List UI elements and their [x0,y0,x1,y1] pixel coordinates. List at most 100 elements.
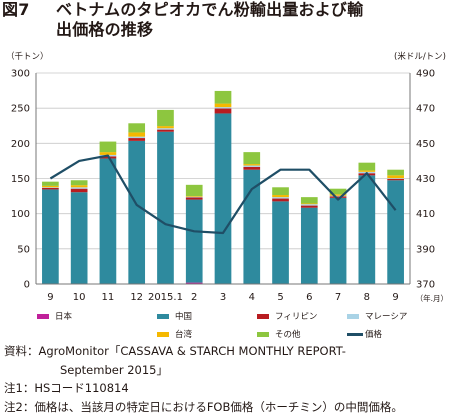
bar-segment [157,128,174,130]
right-tick-label: 430 [416,174,435,185]
x-tick-label: 5 [277,292,283,303]
legend-label: 中国 [175,312,193,322]
legend-swatch [257,314,269,319]
bar-segment [128,123,146,133]
x-axis-unit: （年.月） [416,293,448,303]
x-tick-label: 9 [392,292,398,303]
right-tick-label: 410 [416,209,435,220]
bar-segment [272,198,289,202]
legend-label: マレーシア [365,312,408,322]
left-tick-label: 300 [11,69,30,80]
bar-segment [157,109,174,127]
bar-segment [272,195,289,198]
bar-segment [300,207,318,284]
bar-segment [214,108,232,114]
bar-segment [185,197,203,200]
bar-segment [128,138,146,141]
legend-swatch [347,333,363,336]
figure-number: 図7 [2,0,30,19]
bar-segment [70,188,88,193]
legend-label: その他 [275,330,301,340]
x-tick-label: 10 [73,292,86,303]
x-tick-label: 8 [364,292,370,303]
legend-swatch [347,314,359,319]
bar-segment [157,129,174,132]
x-tick-label: 7 [335,292,341,303]
bar-segment [329,196,347,198]
bar-segment [214,90,232,104]
bar-segment [300,204,318,206]
bar-segment [358,175,376,284]
left-axis-unit: （千トン） [6,51,49,62]
legend-label: 台湾 [175,330,193,340]
bar-segment [128,132,146,137]
bar-segment [329,195,347,197]
bar-segment [42,185,59,188]
source-line1: 資料：AgroMonitor「CASSAVA & STARCH MONTHLY … [4,344,346,358]
figure-title-line2: 出価格の推移 [56,20,154,39]
bar-segment [329,197,347,284]
bar-segment [99,141,117,153]
left-tick-label: 50 [17,244,30,255]
bar-segment [42,187,59,190]
bar-segment [387,178,404,181]
legend-swatch [157,314,169,319]
bar-segment [214,103,232,108]
x-tick-label: 2 [191,292,197,303]
note-2: 注2：価格は、当該月の特定日におけるFOB価格（ホーチミン）の中間価格。 [4,399,403,414]
bar-segment [300,205,318,208]
bar-segment [329,188,347,195]
right-tick-label: 370 [416,280,435,291]
right-tick-label: 390 [416,244,435,255]
bar-segment [243,169,261,284]
bar-segment [42,189,59,284]
bar-segment [70,185,88,188]
bar-segment [387,169,404,176]
bar-segment [99,158,117,284]
x-tick-label: 3 [220,292,226,303]
bar-segment [42,181,59,186]
bar-segment [387,180,404,284]
bar-segment [214,113,232,284]
left-tick-label: 100 [11,209,30,220]
bar-segment [99,152,117,155]
bar-segment [243,152,261,165]
bar-segment [387,175,404,179]
bar-segment [329,194,347,196]
bar-segment [272,187,289,196]
right-tick-label: 490 [416,69,435,80]
x-tick-label: 12 [130,292,143,303]
bar-segment [300,197,318,204]
source-line2: September 2015」 [60,362,168,377]
bar-segment [42,187,59,188]
bar-segment [185,282,203,284]
left-tick-label: 150 [11,174,30,185]
x-tick-label: 4 [249,292,255,303]
bar-segment [128,136,146,139]
bar-segment [272,197,289,199]
bar-segment [243,166,261,170]
legend-swatch [157,332,169,337]
bar-segment [272,201,289,284]
bar-segment [243,164,261,166]
left-tick-label: 200 [11,139,30,150]
bar-segment [185,199,203,283]
x-tick-label: 11 [102,292,115,303]
legend-label: フィリピン [275,312,318,322]
bar-segment [185,196,203,198]
left-tick-label: 0 [24,280,30,291]
figure-title: 図7 ベトナムのタピオカでん粉輸出量および輸 出価格の推移 [2,0,363,40]
right-axis-unit: (米ドル/トン) [394,51,446,62]
stacked-bar-line-chart: 050100150200250300370390410430450470490（… [6,51,448,303]
right-tick-label: 450 [416,139,435,150]
bar-segment [243,165,261,167]
x-tick-label: 2015.1 [148,292,183,303]
bar-segment [157,131,174,284]
legend-label: 日本 [55,312,73,322]
bar-segment [358,170,376,172]
bar-segment [128,140,146,284]
bar-segment [185,184,203,197]
bar-segment [214,107,232,109]
legend-swatch [37,314,49,319]
bar-segment [387,178,404,179]
